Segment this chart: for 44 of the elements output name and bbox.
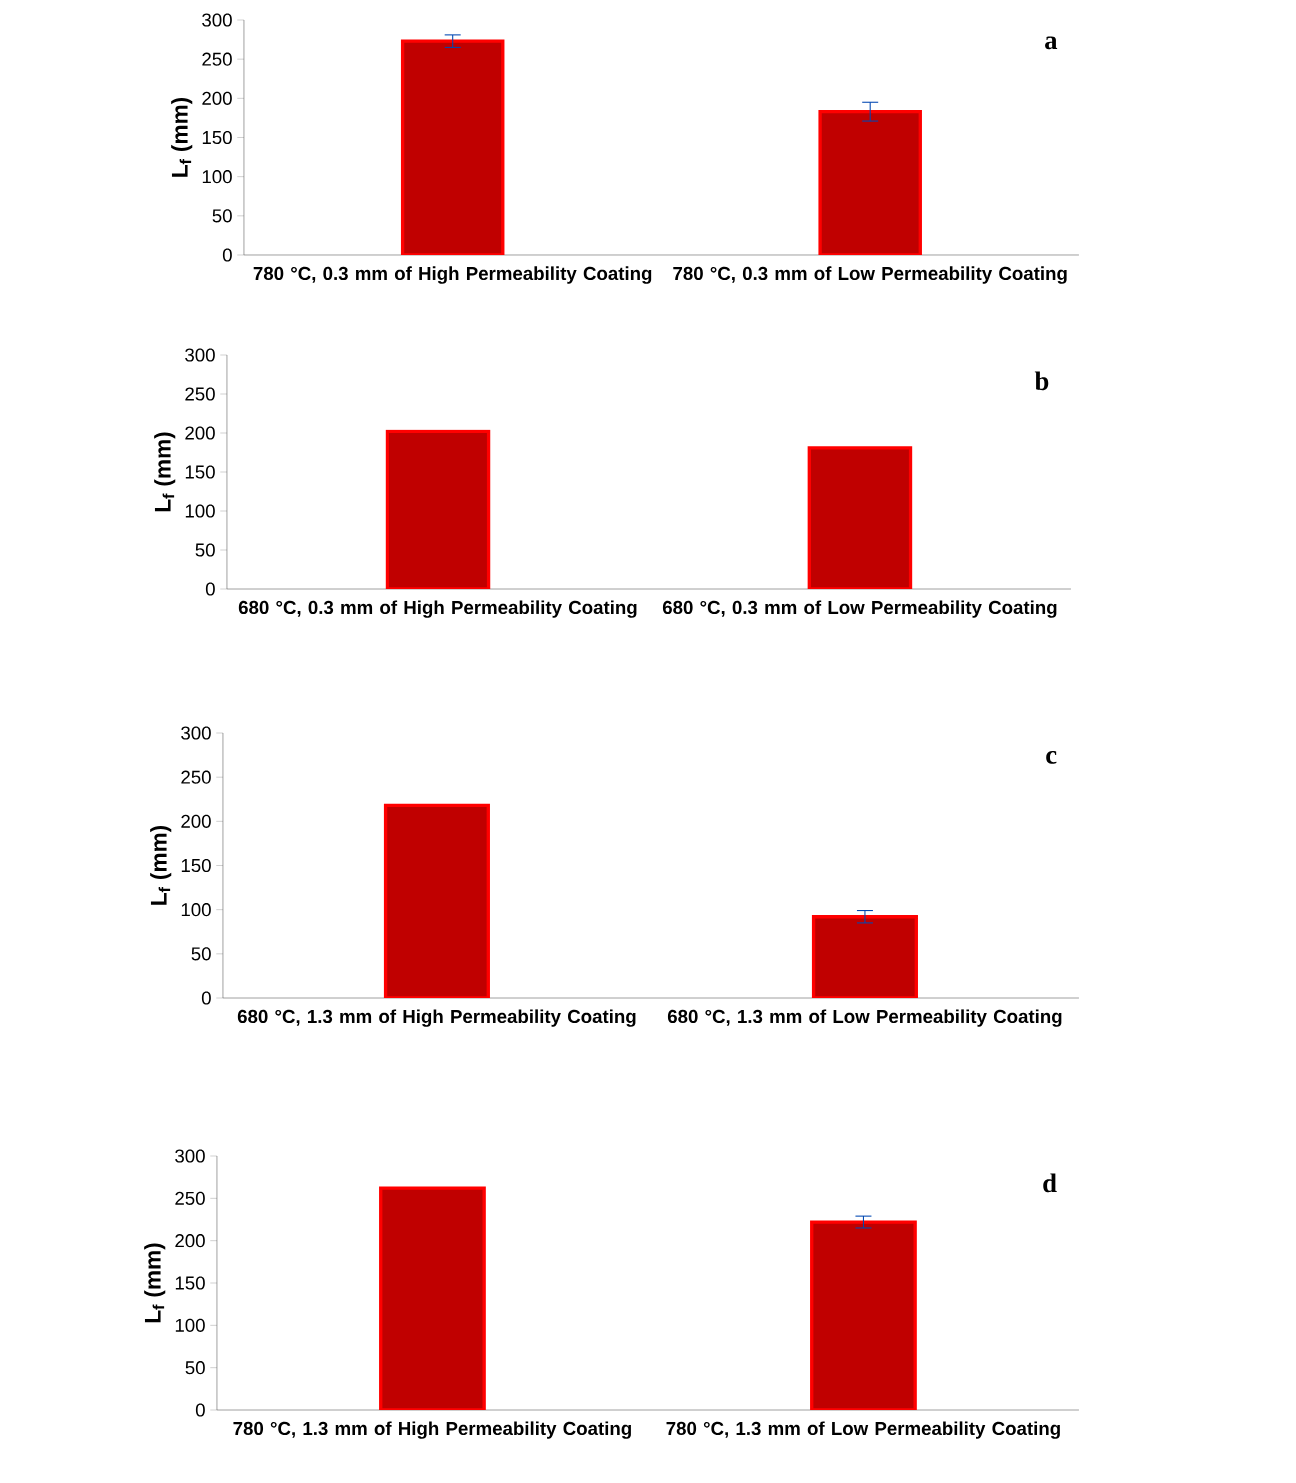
y-tick-label: 150 [175,1276,205,1290]
y-tick-label: 300 [185,348,215,362]
y-tick-label: 200 [202,91,232,105]
annotation: b [1034,371,1049,391]
y-axis-title: L$_{f}$ (mm) [154,432,176,512]
y-tick-label: 100 [181,903,211,917]
y-tick-label: 300 [181,726,211,740]
y-tick-label: 250 [175,1191,205,1205]
y-tick-label: 150 [181,858,211,873]
y-axis-title: L$_{f}$ (mm) [144,1243,166,1323]
x-tick-label: 680 °C, 1.3 mm of Low Permeability Coating [668,1009,1062,1027]
y-tick-label: 0 [222,248,232,262]
annotation: d [1043,1173,1057,1193]
x-tick-label: 780 °C, 0.3 mm of High Permeability Coating [253,266,652,284]
y-tick-label: 50 [195,543,215,557]
y-tick-label: 50 [212,209,232,223]
x-tick-label: 780 °C, 1.3 mm of Low Permeability Coating [666,1421,1060,1439]
x-tick-label: 780 °C, 0.3 mm of Low Permeability Coating [673,266,1067,284]
y-tick-label: 250 [202,52,232,66]
y-tick-label: 300 [175,1149,205,1163]
y-tick-label: 100 [175,1318,205,1332]
y-tick-label: 0 [195,1403,205,1417]
y-tick-label: 100 [202,170,232,184]
y-tick-label: 50 [185,1361,205,1375]
y-tick-label: 250 [181,770,211,784]
annotation: a [1045,36,1058,50]
y-axis-title: L$_{f}$ (mm) [171,97,193,177]
annotation: c [1046,750,1057,764]
x-tick-label: 680 °C, 0.3 mm of Low Permeability Coating [663,600,1057,618]
y-tick-label: 300 [202,13,232,27]
x-tick-label: 780 °C, 1.3 mm of High Permeability Coating [233,1421,632,1439]
y-tick-label: 50 [191,947,211,961]
y-tick-label: 100 [185,504,215,518]
y-tick-label: 150 [185,465,215,479]
y-tick-label: 200 [185,426,215,440]
y-tick-label: 200 [181,814,211,828]
y-tick-label: 200 [175,1234,205,1248]
x-tick-label: 680 °C, 1.3 mm of High Permeability Coating [237,1009,636,1027]
y-tick-label: 0 [201,991,211,1005]
y-axis-title: L$_{f}$ (mm) [150,825,172,905]
y-tick-label: 250 [185,387,215,401]
y-tick-label: 150 [202,130,232,145]
y-tick-label: 0 [205,582,215,596]
x-tick-label: 680 °C, 0.3 mm of High Permeability Coating [238,600,637,618]
